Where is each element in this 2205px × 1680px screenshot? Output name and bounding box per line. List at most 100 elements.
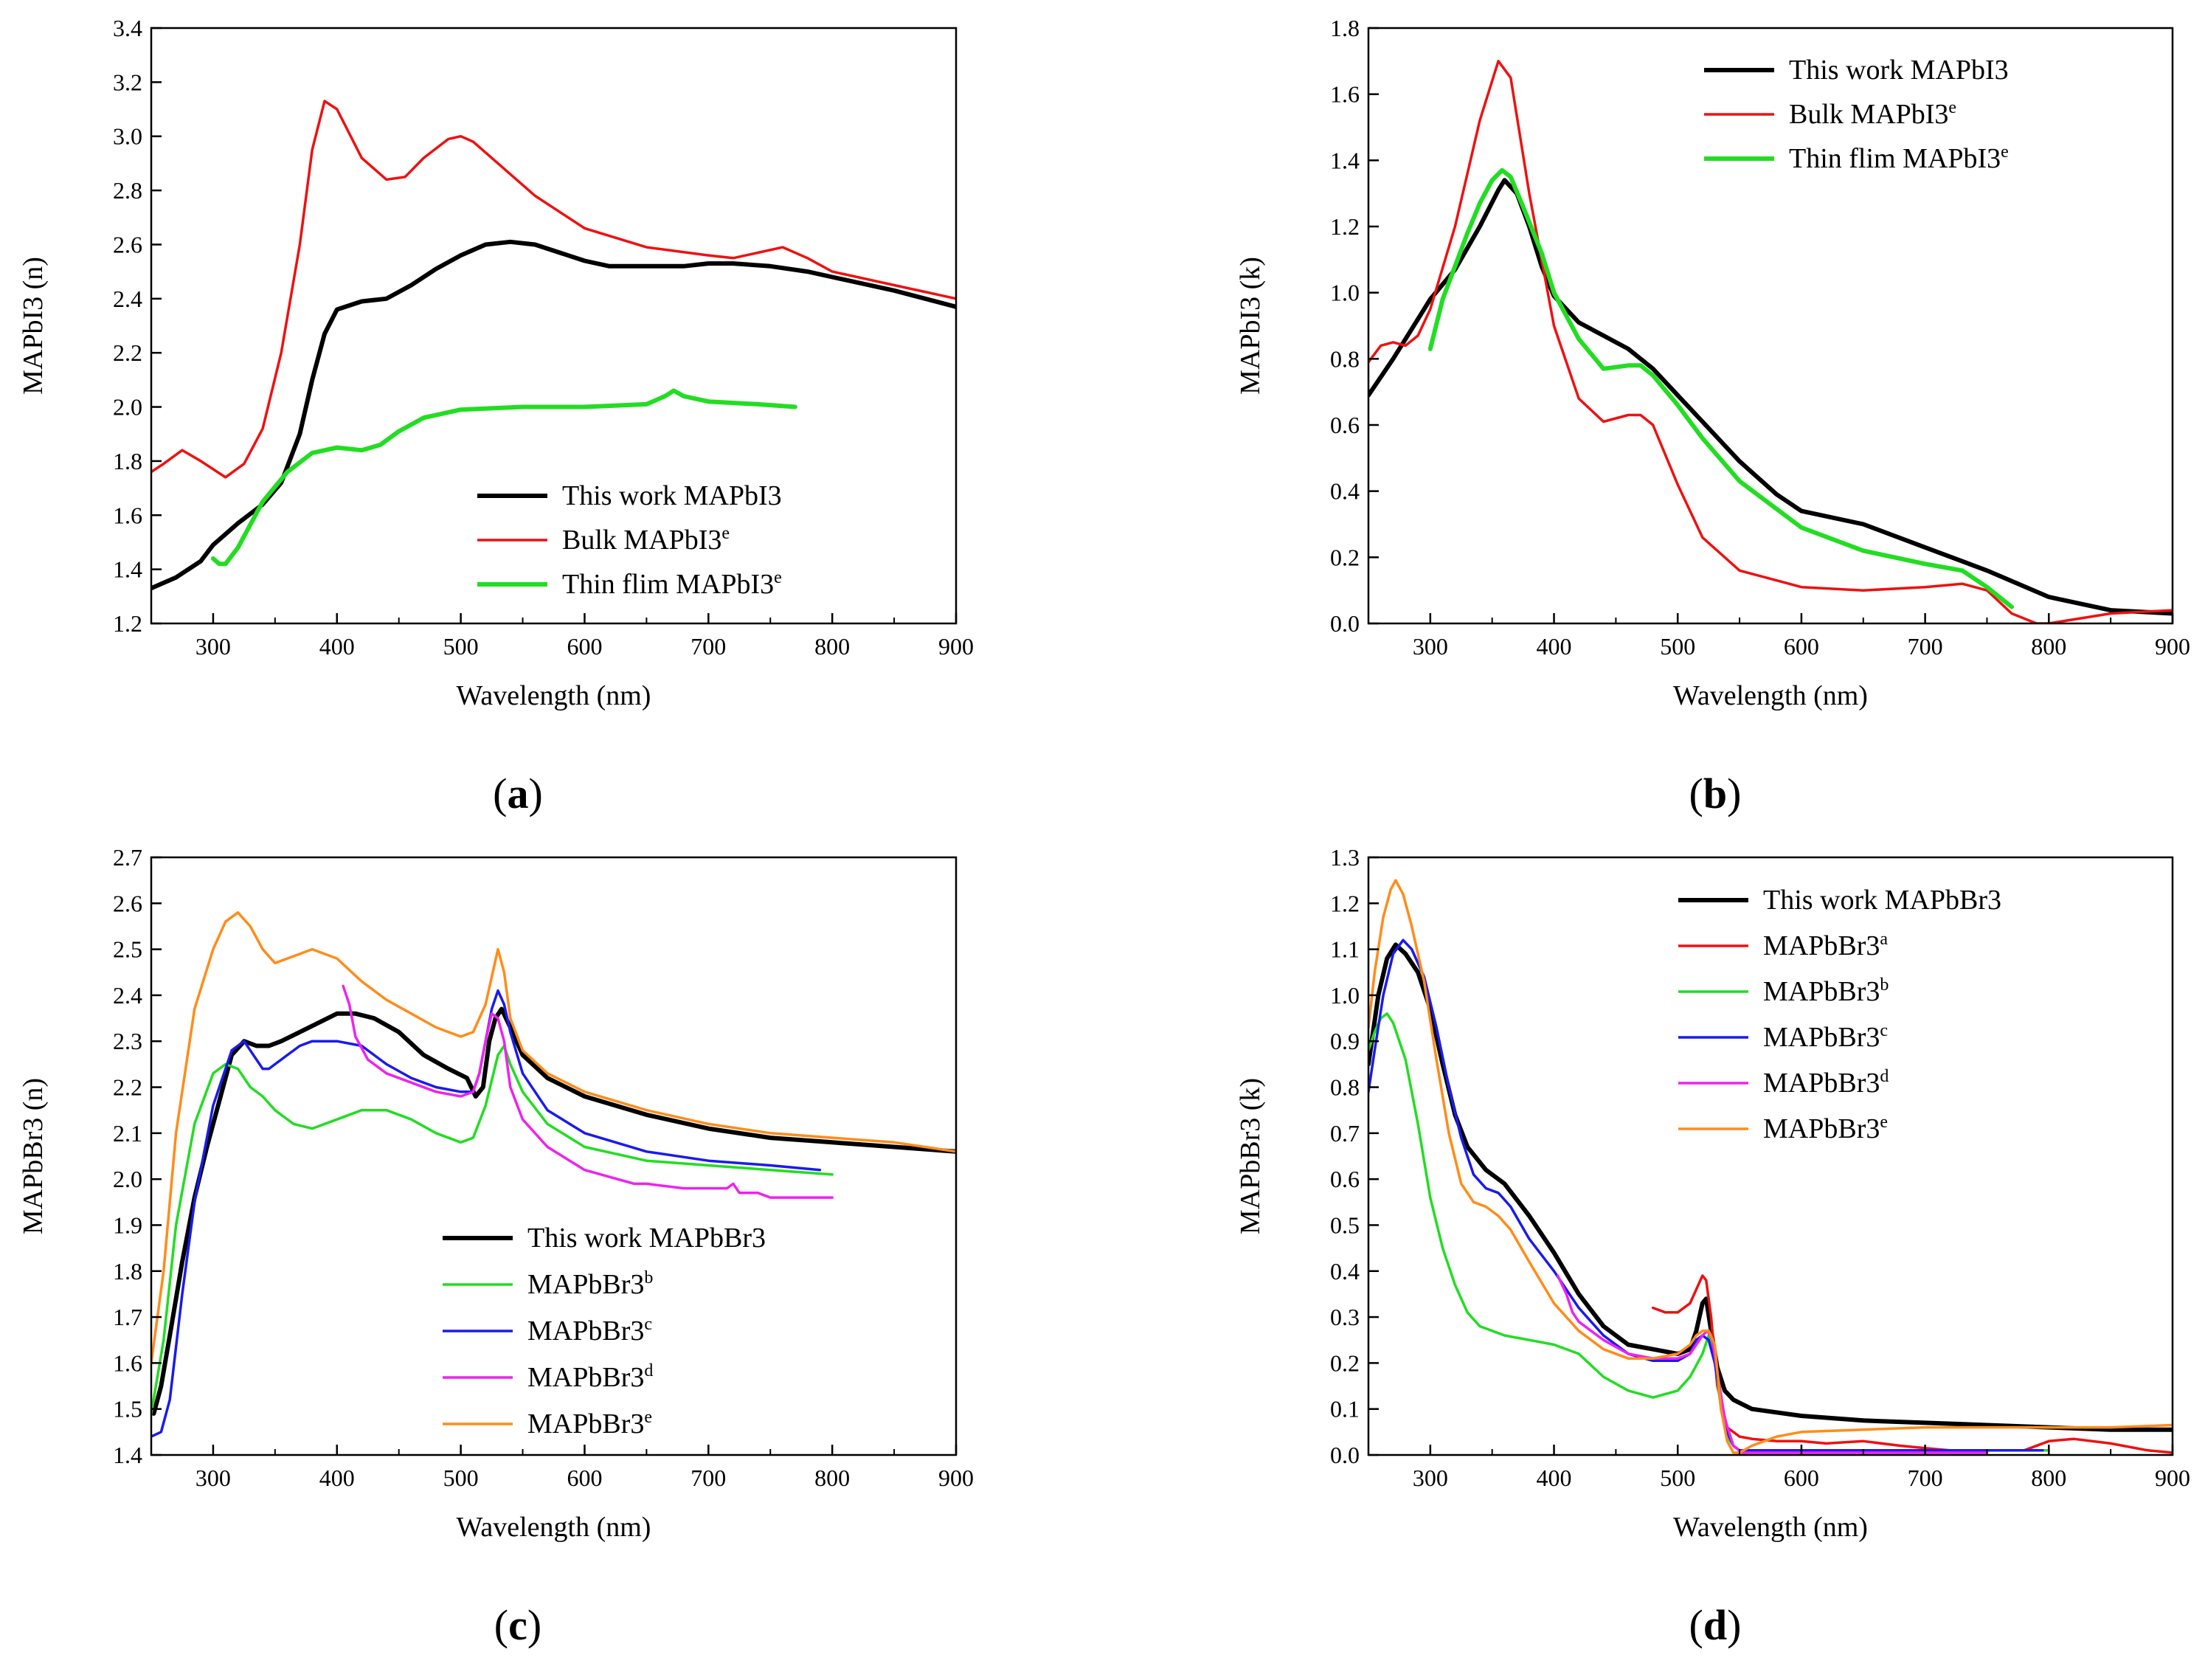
x-tick-label: 600 (567, 633, 602, 660)
y-tick-label: 0.2 (1330, 1349, 1360, 1376)
y-tick-label: 1.1 (1330, 936, 1360, 963)
y-tick-label: 2.2 (113, 1074, 142, 1101)
y-tick-label: 0.6 (1330, 412, 1360, 438)
legend-label: This work MAPbI3 (1789, 55, 2009, 86)
panel-caption-a: (a) (493, 770, 543, 817)
y-tick-label: 1.4 (113, 556, 142, 583)
y-tick-label: 0.8 (1330, 345, 1360, 372)
series-line-d-0 (1368, 942, 2173, 1432)
y-tick-label: 0.0 (1330, 1442, 1360, 1468)
series-line-b-0 (1368, 178, 2173, 616)
y-tick-label: 1.6 (113, 502, 142, 528)
y-tick-label: 2.4 (113, 286, 142, 312)
y-tick-label: 0.0 (1330, 610, 1360, 637)
y-tick-label: 0.6 (1330, 1166, 1360, 1192)
legend-label: MAPbBr3e (527, 1408, 652, 1439)
legend-d: This work MAPbBr3 MAPbBr3a MAPbBr3b MAPbBr3… (1678, 885, 2001, 1144)
x-tick-label: 500 (443, 1465, 479, 1491)
y-tick-label: 2.8 (113, 177, 142, 204)
y-tick-label: 0.5 (1330, 1211, 1360, 1238)
legend-label: This work MAPbBr3 (1763, 885, 2001, 916)
x-axis-label: Wavelength (nm) (1673, 680, 1868, 711)
y-tick-label: 1.0 (1330, 982, 1360, 1009)
x-tick-label: 700 (690, 633, 726, 660)
series-line-c-3 (342, 984, 834, 1199)
panel-caption-d: (d) (1689, 1601, 1742, 1649)
panel-a: 300 400 500 600 700 800 900 1.2 1.4 1.6 1.8 2.0 2.2 2… (18, 15, 974, 817)
y-tick-label: 3.2 (113, 69, 142, 95)
y-tick-label: 2.1 (113, 1120, 142, 1147)
x-tick-label: 300 (1413, 633, 1448, 660)
y-axis-label: MAPbI3 (k) (1235, 257, 1266, 395)
x-tick-label: 700 (1908, 633, 1943, 660)
panel-c: 300 400 500 600 700 800 900 1.4 1.5 1.6 1.7 1.8 1.9 2… (18, 844, 974, 1649)
y-tick-label: 2.0 (113, 394, 142, 421)
y-tick-label: 1.7 (113, 1304, 142, 1330)
y-tick-label: 0.2 (1330, 544, 1360, 570)
y-tick-label: 0.7 (1330, 1120, 1360, 1147)
series-line-d-1 (1651, 1274, 2173, 1454)
x-tick-label: 500 (1660, 1465, 1695, 1491)
y-tick-label: 1.8 (1330, 15, 1360, 41)
plot-frame-d (1367, 856, 2174, 1456)
x-axis-label: Wavelength (nm) (457, 1512, 651, 1543)
legend-label: This work MAPbI3 (562, 480, 782, 511)
legend-label: Bulk MAPbI3e (562, 524, 730, 556)
series-line-b-2 (1427, 167, 2014, 609)
plot-frame-b (1367, 27, 2174, 625)
series-line-b-1 (1368, 60, 2173, 623)
plot-frame-c (150, 856, 958, 1456)
y-tick-label: 1.2 (113, 610, 142, 637)
y-tick-label: 3.4 (113, 15, 142, 41)
x-tick-label: 800 (814, 633, 850, 660)
y-tick-label: 0.4 (1330, 1258, 1360, 1285)
y-tick-label: 2.0 (113, 1166, 142, 1192)
y-tick-label: 1.4 (1330, 147, 1360, 173)
series-line-c-2 (151, 989, 822, 1438)
series-line-c-0 (151, 1006, 956, 1416)
x-tick-label: 500 (1660, 633, 1695, 660)
x-tick-label: 900 (2155, 633, 2190, 660)
x-tick-label: 600 (1784, 633, 1819, 660)
legend-label: MAPbBr3c (527, 1315, 652, 1347)
y-tick-label: 0.4 (1330, 478, 1360, 505)
x-tick-label: 300 (1413, 1465, 1448, 1491)
x-tick-label: 600 (1784, 1465, 1819, 1491)
legend-label: This work MAPbBr3 (527, 1223, 766, 1254)
x-tick-label: 700 (690, 1465, 726, 1491)
legend-label: MAPbBr3d (527, 1361, 653, 1393)
legend-b: This work MAPbI3 Bulk MAPbI3e Thin flim MA… (1704, 55, 2009, 174)
panel-b: 300 400 500 600 700 800 900 0.0 0.2 0.4 0.6 0.8 1.0 1… (1235, 15, 2190, 817)
y-tick-label: 2.5 (113, 936, 142, 963)
y-tick-label: 1.5 (113, 1396, 142, 1423)
x-tick-label: 400 (1537, 633, 1572, 660)
y-tick-label: 1.3 (1330, 844, 1360, 871)
y-axis-label: MAPbBr3 (k) (1235, 1078, 1266, 1234)
x-tick-label: 600 (567, 1465, 602, 1491)
y-tick-label: 1.0 (1330, 280, 1360, 306)
y-tick-label: 2.7 (113, 844, 142, 871)
legend-label: MAPbBr3a (1763, 930, 1888, 961)
x-tick-label: 300 (195, 633, 231, 660)
legend-label: Bulk MAPbI3e (1789, 98, 1956, 130)
y-tick-label: 1.8 (113, 448, 142, 474)
x-tick-label: 900 (938, 1465, 974, 1491)
x-axis-label: Wavelength (nm) (457, 680, 651, 711)
x-tick-label: 800 (2031, 633, 2066, 660)
series-line-a-2 (210, 388, 797, 567)
y-tick-label: 1.2 (1330, 890, 1360, 916)
legend-label: Thin flim MAPbI3e (1789, 142, 2009, 174)
x-axis-label: Wavelength (nm) (1673, 1512, 1868, 1543)
series-line-d-3 (1368, 938, 2044, 1452)
y-tick-label: 1.6 (113, 1349, 142, 1376)
legend-label: Thin flim MAPbI3e (562, 568, 782, 600)
y-tick-label: 0.9 (1330, 1028, 1360, 1054)
panel-d: 300 400 500 600 700 800 900 0.0 0.1 0.2 0.3 0.4 0.5 0… (1235, 844, 2190, 1649)
y-tick-label: 0.8 (1330, 1074, 1360, 1101)
y-tick-label: 1.6 (1330, 81, 1360, 108)
legend-label: MAPbBr3d (1763, 1067, 1889, 1099)
y-axis-label: MAPbBr3 (n) (18, 1078, 49, 1234)
y-tick-label: 1.8 (113, 1258, 142, 1285)
series-line-d-4 (1556, 1274, 1989, 1454)
